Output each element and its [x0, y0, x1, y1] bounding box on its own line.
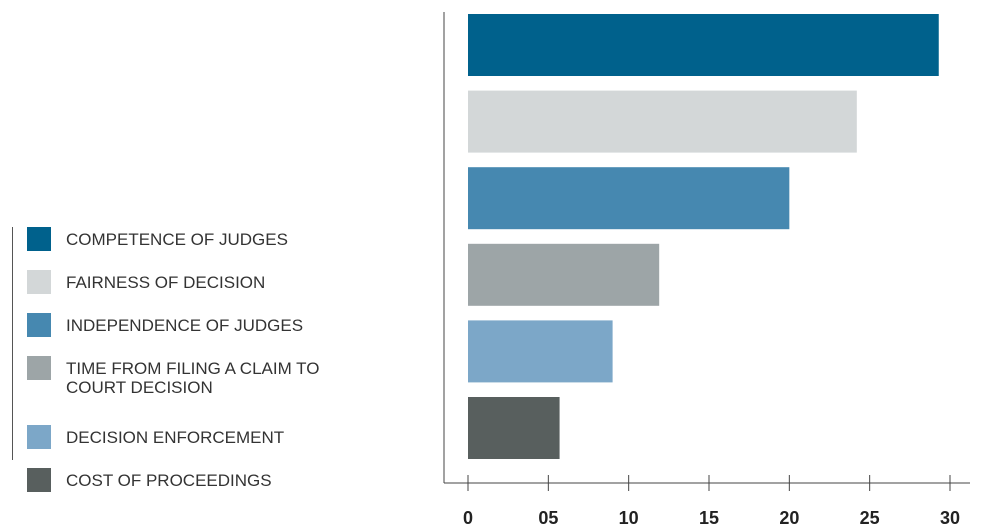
legend-swatch: [27, 313, 51, 337]
x-tick-label: 0: [463, 508, 473, 527]
legend-label-line: FAIRNESS OF DECISION: [66, 273, 266, 292]
legend-swatch: [27, 270, 51, 294]
legend-item: COMPETENCE OF JUDGES: [27, 227, 387, 251]
legend-label-line: TIME FROM FILING A CLAIM TO: [66, 359, 320, 378]
legend-swatch: [27, 356, 51, 380]
bar-1: [468, 14, 939, 76]
chart-legend: COMPETENCE OF JUDGES FAIRNESS OF DECISION…: [12, 227, 319, 492]
legend-label-line: COST OF PROCEEDINGS: [66, 471, 272, 490]
x-tick-label: 20: [779, 508, 799, 527]
legend-swatch: [27, 227, 51, 251]
x-tick-label: 30: [940, 508, 960, 527]
legend-item: INDEPENDENCE OF JUDGES: [27, 313, 387, 337]
legend-label: FAIRNESS OF DECISION: [66, 270, 265, 292]
legend-item: TIME FROM FILING A CLAIM TO COURT DECISIO…: [27, 356, 387, 397]
legend-swatch: [27, 425, 51, 449]
legend-label-line: INDEPENDENCE OF JUDGES: [66, 316, 304, 335]
legend-item: COST OF PROCEEDINGS: [27, 468, 387, 492]
legend-label-line: DECISION ENFORCEMENT: [66, 428, 285, 447]
legend-label: COST OF PROCEEDINGS: [66, 468, 272, 490]
legend-label-line: COURT DECISION: [66, 378, 213, 397]
bar-6: [468, 397, 560, 459]
x-tick-label: 25: [860, 508, 880, 527]
legend-label-line: COMPETENCE OF JUDGES: [66, 230, 288, 249]
x-tick-label: 10: [619, 508, 639, 527]
bar-3: [468, 167, 790, 230]
legend-label: COMPETENCE OF JUDGES: [66, 227, 288, 249]
legend-swatch: [27, 468, 51, 492]
x-tick-label: 05: [538, 508, 558, 527]
bar-5: [468, 320, 613, 383]
legend-label: INDEPENDENCE OF JUDGES: [66, 313, 303, 335]
legend-label: DECISION ENFORCEMENT: [66, 425, 284, 447]
bar-4: [468, 243, 660, 306]
bar-2: [468, 90, 857, 153]
legend-item: FAIRNESS OF DECISION: [27, 270, 387, 294]
legend-item: DECISION ENFORCEMENT: [27, 425, 387, 449]
legend-label: TIME FROM FILING A CLAIM TO COURT DECISIO…: [66, 356, 319, 397]
x-tick-label: 15: [699, 508, 719, 527]
